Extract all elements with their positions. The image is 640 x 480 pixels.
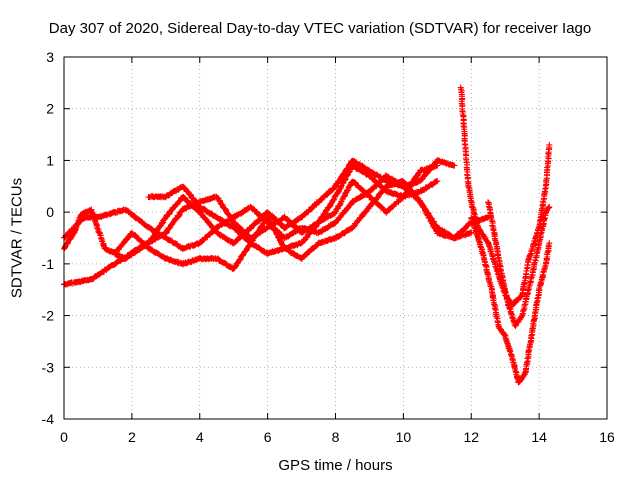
y-tick-label: -3 [42,359,55,375]
series-markers [145,178,475,262]
y-tick-label: -4 [42,411,55,427]
series-track7 [468,214,553,386]
y-tick-label: 1 [46,152,54,168]
series-track4 [112,178,441,272]
y-tick-label: 2 [46,101,54,117]
series-markers [112,178,441,272]
series-markers [468,214,553,386]
x-tick-label: 0 [60,429,68,445]
y-axis-label: SDTVAR / TECUs [8,177,26,299]
series-track5 [145,178,475,262]
x-axis-label: GPS time / hours [278,457,393,474]
x-tick-label: 6 [264,429,272,445]
x-tick-label: 14 [531,429,547,445]
y-tick-label: 3 [46,49,54,65]
x-tick-label: 12 [463,429,479,445]
series-markers [485,199,553,329]
x-tick-label: 8 [332,429,340,445]
x-tick-label: 4 [196,429,204,445]
series-layer [61,84,553,386]
y-tick-label: -1 [42,256,55,272]
chart-title: Day 307 of 2020, Sidereal Day-to-day VTE… [48,20,592,37]
x-tick-label: 16 [599,429,615,445]
x-tick-label: 2 [128,429,136,445]
y-tick-label: 0 [46,204,54,220]
series-track8 [485,199,553,329]
x-tick-label: 10 [396,429,412,445]
y-tick-label: -2 [42,308,55,324]
